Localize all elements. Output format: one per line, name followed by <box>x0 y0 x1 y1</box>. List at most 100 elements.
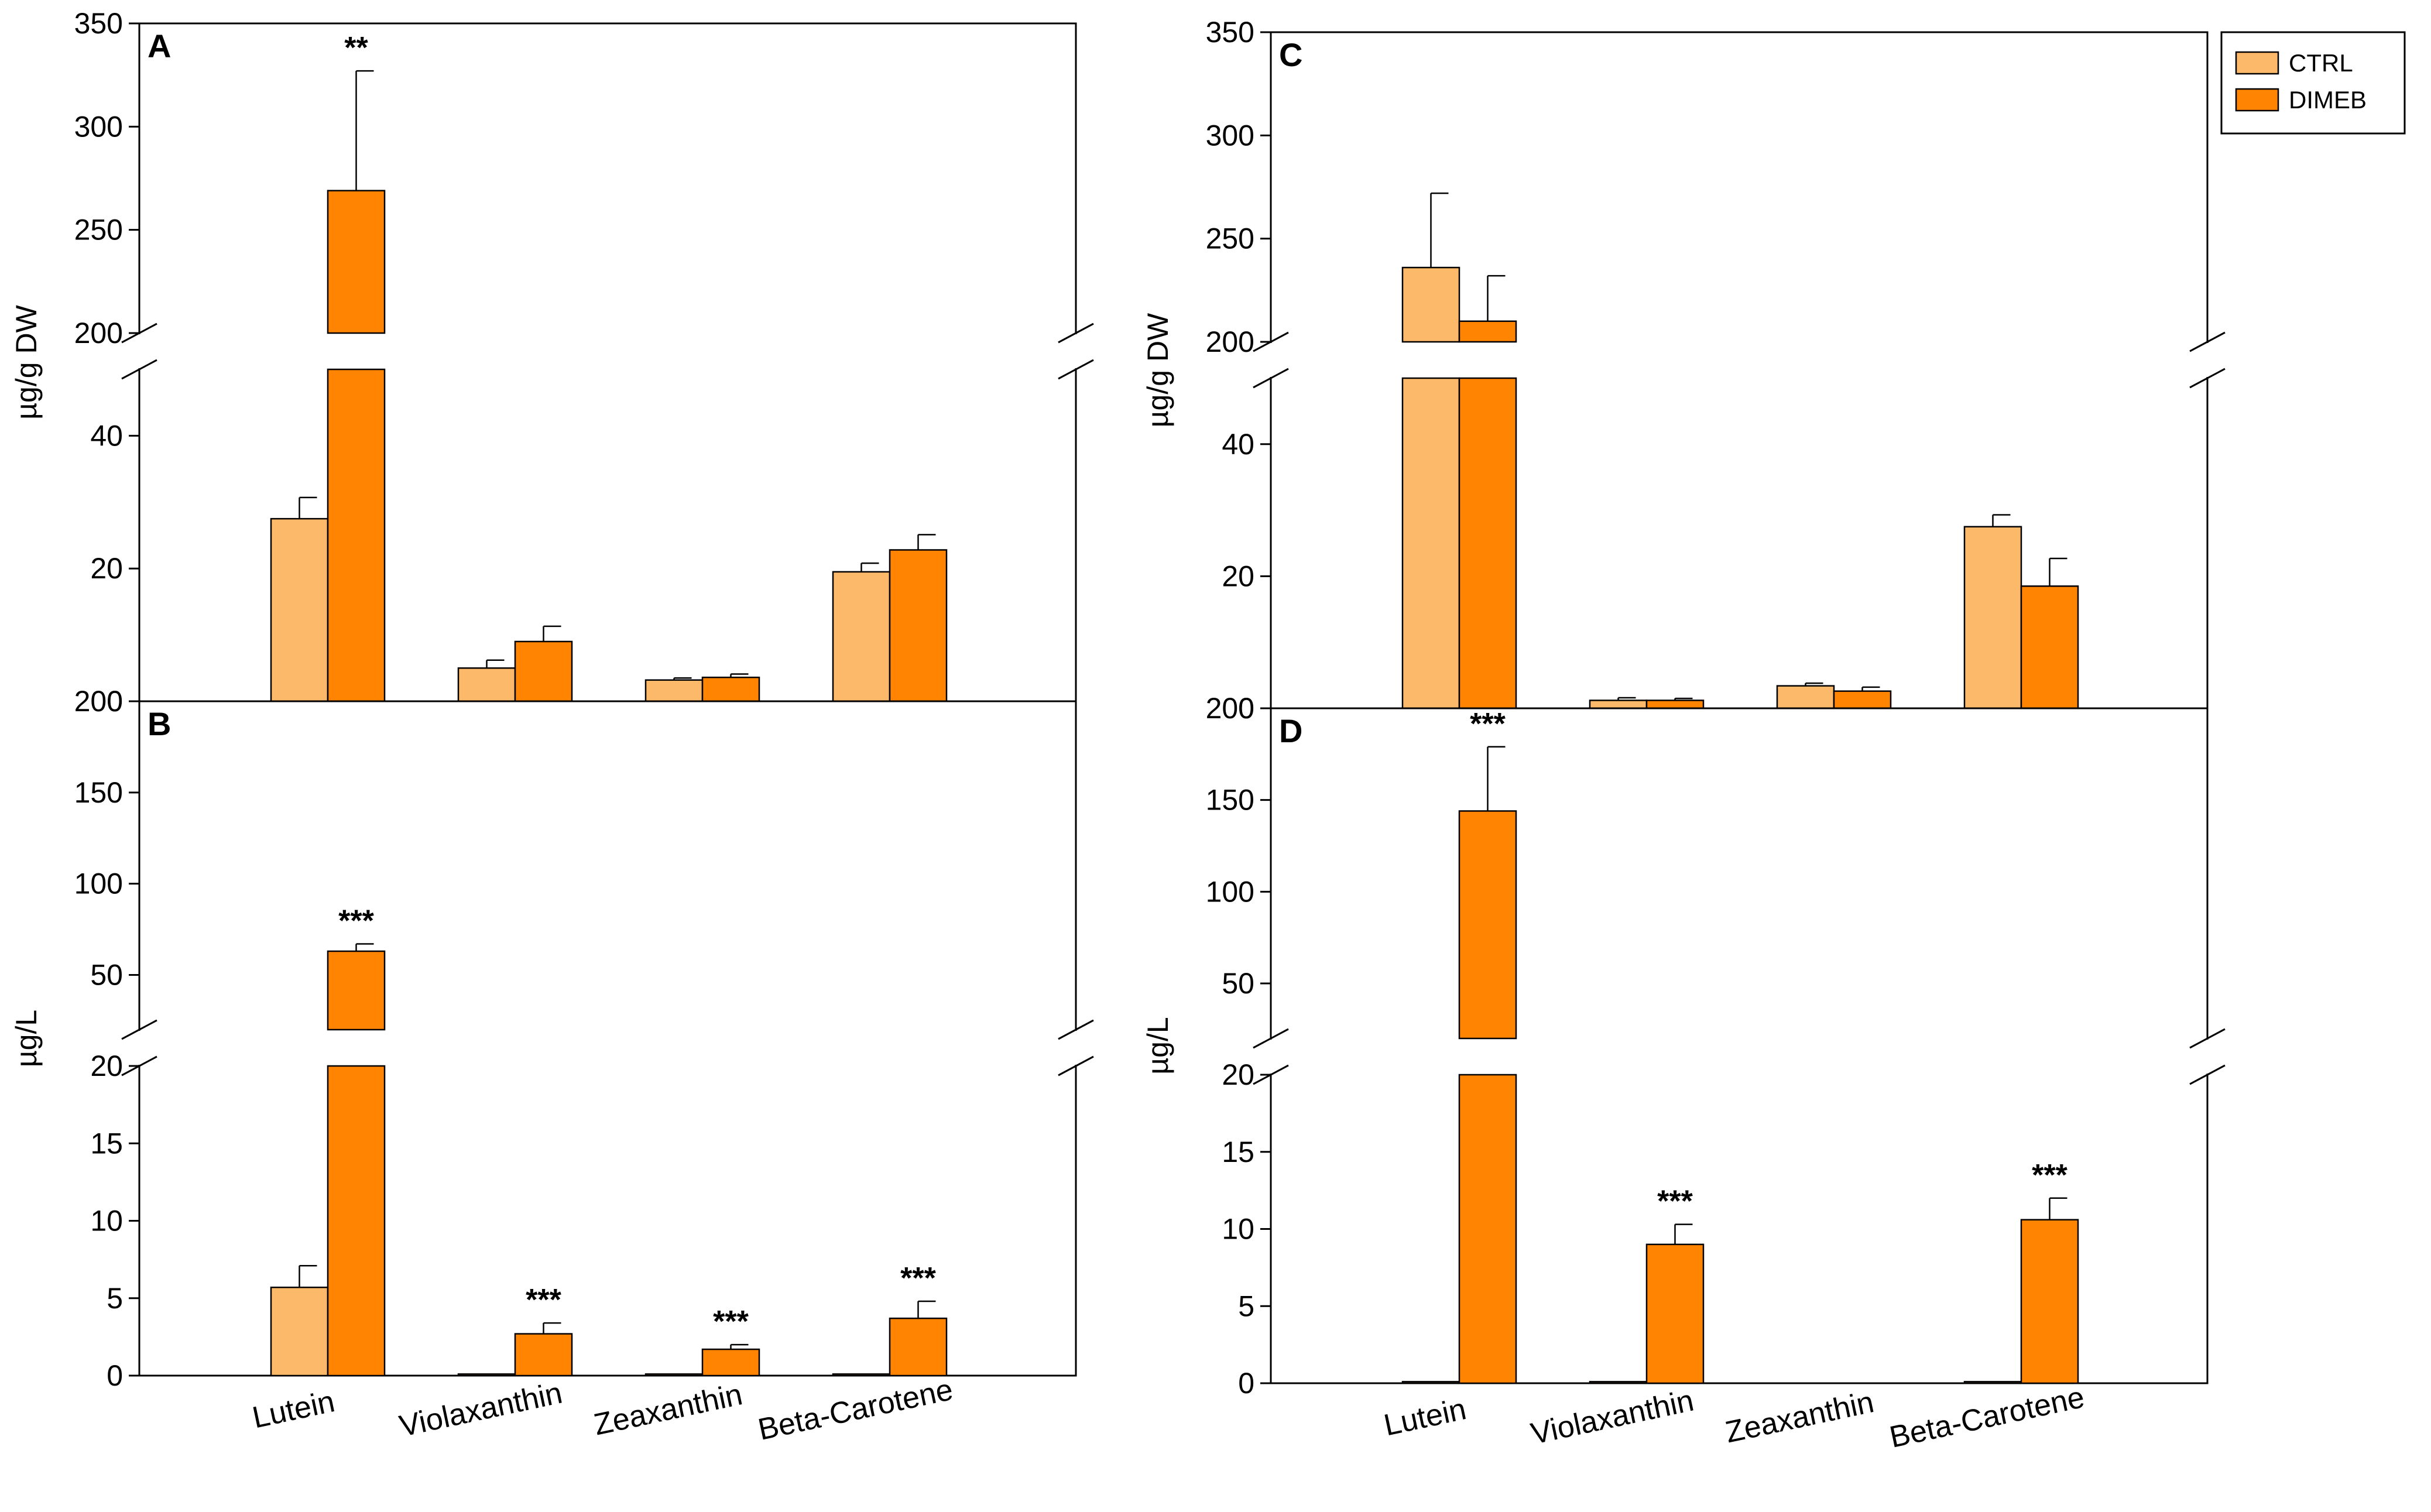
panel-b-bar-ctrl-violaxanthin <box>457 1373 516 1377</box>
panel-d-bar-ctrl-violaxanthin <box>1589 1381 1648 1384</box>
panel-c-tick-label: 350 <box>1206 16 1254 49</box>
panel-b: 0 5 10 15 20 50 100 150 200 µg/L B *** *** *** *** Lute… <box>10 685 1094 1447</box>
panel-d-y-axis-title: µg/L <box>1141 1017 1174 1074</box>
panel-d-bar-ctrl-beta-carotene <box>1963 1381 2022 1384</box>
panel-d-bar-dimeb-lutein-upper <box>1458 810 1517 1040</box>
panel-b-y-axis-title: µg/L <box>10 1010 43 1067</box>
panel-a: 0 20 40 200 250 300 350 µg/g DW A ** <box>10 7 1094 718</box>
panel-a-bar-dimeb-violaxanthin <box>514 640 573 702</box>
panel-a-break-mark <box>1058 359 1094 380</box>
panel-a-tick-label: 40 <box>90 419 123 452</box>
panel-b-category-label-lutein: Lutein <box>249 1384 338 1435</box>
panel-c-tick-label: 20 <box>1222 560 1254 592</box>
panel-d-bar-dimeb-beta-carotene <box>2020 1219 2079 1384</box>
panel-c-bar-dimeb-lutein <box>1458 377 1517 709</box>
panel-d-letter: D <box>1279 712 1302 749</box>
panel-b-break-mark <box>1058 1019 1094 1040</box>
panel-b-letter: B <box>148 705 171 742</box>
panel-c-bar-ctrl-lutein-upper <box>1401 266 1460 343</box>
legend-swatch-dimeb <box>2235 88 2279 112</box>
panel-d-break-mark <box>1253 1028 1289 1049</box>
panel-c-break-mark <box>1253 368 1289 389</box>
panel-d-tick-label: 5 <box>1238 1290 1254 1322</box>
panel-d: 0 5 10 15 20 50 100 150 200 µg/L D *** *** *** Lutein V… <box>1141 692 2226 1455</box>
panel-a-tick-label: 20 <box>90 552 123 585</box>
panel-b-tick-label: 200 <box>74 685 123 718</box>
legend-label-dimeb: DIMEB <box>2289 86 2367 114</box>
panel-c-bar-ctrl-zeaxanthin <box>1776 685 1835 709</box>
legend-label-ctrl: CTRL <box>2289 49 2353 77</box>
panel-a-bar-dimeb-beta-carotene <box>889 549 948 702</box>
panel-b-significance-lutein: *** <box>338 904 374 938</box>
panel-a-break-mark <box>1058 323 1094 344</box>
panel-c-break-mark <box>2189 368 2226 389</box>
panel-a-tick-label: 300 <box>74 110 123 143</box>
panel-d-break-mark <box>2189 1028 2226 1049</box>
panel-b-bar-ctrl-zeaxanthin <box>644 1373 704 1377</box>
panel-b-bar-dimeb-lutein-upper <box>327 950 386 1031</box>
panel-d-significance-violaxanthin: *** <box>1657 1185 1693 1219</box>
panel-b-tick-label: 10 <box>90 1205 123 1237</box>
panel-d-tick-label: 20 <box>1222 1058 1254 1091</box>
panel-b-bar-dimeb-lutein <box>327 1065 386 1377</box>
panel-c-break-mark <box>2189 331 2226 352</box>
panel-d-category-label-violaxanthin: Violaxanthin <box>1528 1384 1696 1451</box>
panel-b-bar-ctrl-beta-carotene <box>832 1373 891 1377</box>
panel-d-bar-dimeb-violaxanthin <box>1645 1243 1705 1384</box>
panel-c-bar-dimeb-violaxanthin <box>1645 700 1705 709</box>
panel-a-bar-ctrl-zeaxanthin <box>644 679 704 702</box>
panel-d-significance-lutein: *** <box>1470 707 1506 741</box>
panel-a-bar-ctrl-violaxanthin <box>457 667 516 702</box>
panel-c-tick-label: 300 <box>1206 119 1254 152</box>
panel-a-bar-ctrl-lutein <box>270 517 329 702</box>
panel-b-break-mark <box>121 1019 157 1040</box>
panel-b-tick-label: 15 <box>90 1127 123 1160</box>
panel-b-significance-violaxanthin: *** <box>526 1283 561 1317</box>
panel-a-tick-label: 0 <box>107 685 123 718</box>
panel-a-tick-label: 200 <box>74 317 123 349</box>
panel-d-category-label-lutein: Lutein <box>1381 1392 1469 1442</box>
panel-b-bar-ctrl-lutein <box>270 1286 329 1377</box>
panel-c-tick-label: 40 <box>1222 428 1254 461</box>
panel-a-bar-ctrl-beta-carotene <box>832 571 891 702</box>
panel-b-category-label-beta-carotene: Beta-Carotene <box>755 1373 956 1447</box>
legend-box <box>2220 31 2406 135</box>
panel-c-bar-ctrl-violaxanthin <box>1589 700 1648 709</box>
panel-d-bar-ctrl-lutein <box>1401 1381 1460 1384</box>
panel-b-bar-dimeb-zeaxanthin <box>701 1348 760 1377</box>
panel-d-significance-beta-carotene: *** <box>2032 1158 2067 1192</box>
panel-d-tick-label: 15 <box>1222 1136 1254 1168</box>
panel-a-significance-lutein: ** <box>344 31 368 65</box>
panel-a-tick-label: 250 <box>74 214 123 246</box>
panel-a-bar-dimeb-lutein <box>327 368 386 702</box>
panel-b-tick-label: 50 <box>90 959 123 992</box>
panel-a-letter: A <box>148 28 171 64</box>
panel-b-significance-zeaxanthin: *** <box>713 1305 749 1339</box>
panel-c-tick-label: 0 <box>1238 692 1254 725</box>
panel-a-y-axis-title: µg/g DW <box>10 304 43 419</box>
panel-c-tick-label: 200 <box>1206 325 1254 358</box>
panel-b-tick-label: 150 <box>74 776 123 809</box>
panel-d-tick-label: 150 <box>1206 784 1254 817</box>
panel-c-bar-dimeb-beta-carotene <box>2020 585 2079 709</box>
panel-b-significance-beta-carotene: *** <box>900 1261 936 1295</box>
panel-b-bar-dimeb-beta-carotene <box>889 1317 948 1377</box>
panel-c-bar-ctrl-lutein <box>1401 377 1460 709</box>
legend-swatch-ctrl <box>2235 51 2279 75</box>
panel-c-tick-label: 250 <box>1206 222 1254 255</box>
panel-d-tick-label: 100 <box>1206 875 1254 908</box>
panel-a-tick-label: 350 <box>74 7 123 40</box>
panel-c-bar-ctrl-beta-carotene <box>1963 526 2022 709</box>
panel-d-tick-label: 50 <box>1222 967 1254 1000</box>
panel-d-tick-label: 200 <box>1206 692 1254 725</box>
panel-b-category-label-zeaxanthin: Zeaxanthin <box>591 1377 746 1442</box>
panel-d-category-label-beta-carotene: Beta-Carotene <box>1887 1380 2087 1455</box>
panel-d-tick-label: 10 <box>1222 1213 1254 1246</box>
panel-a-bar-dimeb-lutein-upper <box>327 190 386 334</box>
panel-b-break-mark <box>1058 1055 1094 1076</box>
panel-b-category-label-violaxanthin: Violaxanthin <box>396 1376 565 1444</box>
panel-b-tick-label: 20 <box>90 1050 123 1082</box>
panel-b-tick-label: 5 <box>107 1282 123 1315</box>
panel-a-bar-dimeb-zeaxanthin <box>701 676 760 702</box>
